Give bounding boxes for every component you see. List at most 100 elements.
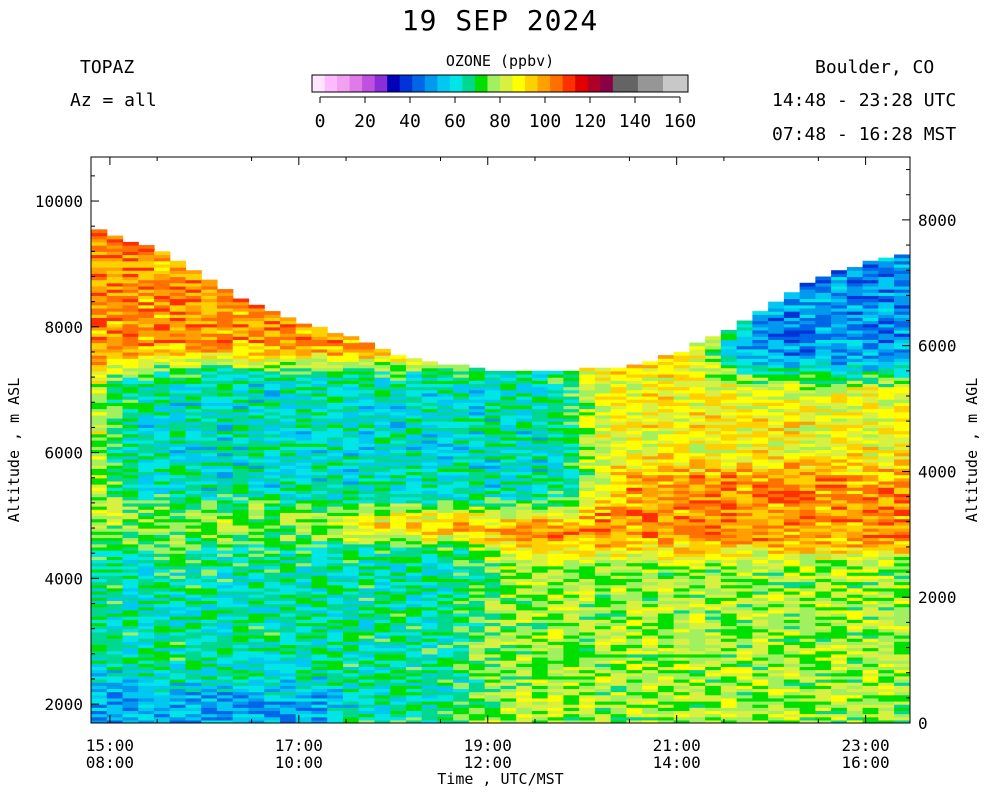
ozone-cell <box>752 430 769 438</box>
ozone-cell <box>421 719 439 723</box>
ozone-cell <box>468 647 486 655</box>
ozone-cell <box>421 540 439 545</box>
ozone-cell <box>563 606 580 611</box>
ozone-cell <box>122 455 139 460</box>
ozone-cell <box>610 540 627 548</box>
ozone-cell <box>169 443 187 447</box>
ozone-cell <box>657 509 675 513</box>
ozone-cell <box>768 531 785 535</box>
ozone-cell <box>327 474 344 479</box>
ozone-cell <box>657 531 675 535</box>
ozone-cell <box>657 496 675 501</box>
ozone-cell <box>516 707 533 715</box>
ozone-cell <box>594 550 612 554</box>
ozone-cell <box>358 477 376 482</box>
ozone-cell <box>736 323 753 328</box>
ozone-cell <box>689 493 706 498</box>
ozone-cell <box>768 653 785 664</box>
ozone-cell <box>405 471 423 476</box>
ozone-cell <box>153 314 171 318</box>
ozone-cell <box>122 351 139 356</box>
ozone-cell <box>106 417 124 422</box>
ozone-cell <box>484 446 502 451</box>
ozone-cell <box>484 443 502 447</box>
ozone-cell <box>768 512 785 517</box>
ozone-cell <box>579 675 596 680</box>
ozone-cell <box>216 653 234 658</box>
ozone-cell <box>673 716 690 721</box>
ozone-cell <box>657 528 675 532</box>
ozone-cell <box>783 628 801 633</box>
ozone-cell <box>390 590 407 595</box>
ozone-cell <box>689 436 706 441</box>
ozone-cell <box>579 578 596 583</box>
ozone-cell <box>720 597 738 601</box>
ozone-cell <box>736 392 753 397</box>
ozone-cell <box>500 631 517 636</box>
ozone-cell <box>799 524 816 529</box>
ozone-cell <box>342 524 360 529</box>
ozone-cell <box>768 694 785 699</box>
ozone-cell <box>768 641 785 645</box>
ozone-cell <box>185 292 202 296</box>
ozone-cell <box>736 685 753 690</box>
ozone-cell <box>705 515 722 520</box>
ozone-cell <box>752 663 769 667</box>
ozone-cell <box>91 524 108 529</box>
ozone-cell <box>563 559 580 570</box>
ozone-cell <box>264 622 281 630</box>
ozone-cell <box>815 292 832 300</box>
ozone-cell <box>185 345 202 350</box>
ozone-cell <box>279 427 297 432</box>
ozone-cell <box>799 496 816 501</box>
ozone-cell <box>642 707 659 715</box>
ozone-cell <box>768 493 785 498</box>
ozone-cell <box>279 704 297 708</box>
ozone-cell <box>216 329 234 334</box>
ozone-cell <box>689 678 706 683</box>
ozone-cell <box>169 329 187 334</box>
ozone-cell <box>516 484 533 491</box>
ozone-cell <box>106 452 124 457</box>
ozone-cell <box>153 534 171 539</box>
ozone-cell <box>720 559 738 564</box>
ozone-cell <box>815 408 832 413</box>
ozone-cell <box>185 395 202 400</box>
ozone-cell <box>279 502 297 507</box>
ozone-cell <box>768 515 785 520</box>
ozone-cell <box>768 358 785 362</box>
ozone-cell <box>657 653 675 658</box>
ozone-cell <box>138 487 155 491</box>
ozone-cell <box>579 465 596 469</box>
ozone-cell <box>689 458 706 469</box>
ozone-cell <box>594 628 612 636</box>
ozone-cell <box>91 603 108 608</box>
ozone-cell <box>390 480 407 485</box>
ozone-cell <box>405 402 423 407</box>
ozone-cell <box>153 691 171 696</box>
ozone-cell <box>720 656 738 661</box>
ozone-cell <box>579 540 596 545</box>
ozone-cell <box>327 622 344 627</box>
ozone-cell <box>642 521 659 532</box>
ozone-cell <box>673 468 690 473</box>
ozone-cell <box>374 537 391 542</box>
ozone-cell <box>768 433 785 438</box>
ozone-cell <box>421 638 439 642</box>
ozone-cell <box>122 666 139 671</box>
ozone-cell <box>91 314 108 318</box>
ozone-cell <box>547 625 565 630</box>
ozone-cell <box>169 700 187 705</box>
ozone-cell <box>327 609 344 614</box>
ozone-cell <box>264 411 281 416</box>
ozone-cell <box>405 540 423 545</box>
ozone-cell <box>689 471 706 476</box>
ozone-cell <box>295 578 313 583</box>
ozone-cell <box>279 408 297 416</box>
ozone-cell <box>185 424 202 429</box>
ozone-cell <box>783 534 801 539</box>
ozone-cell <box>594 694 612 702</box>
ozone-cell <box>831 493 848 501</box>
ozone-cell <box>642 650 659 655</box>
ozone-cell <box>862 480 879 485</box>
